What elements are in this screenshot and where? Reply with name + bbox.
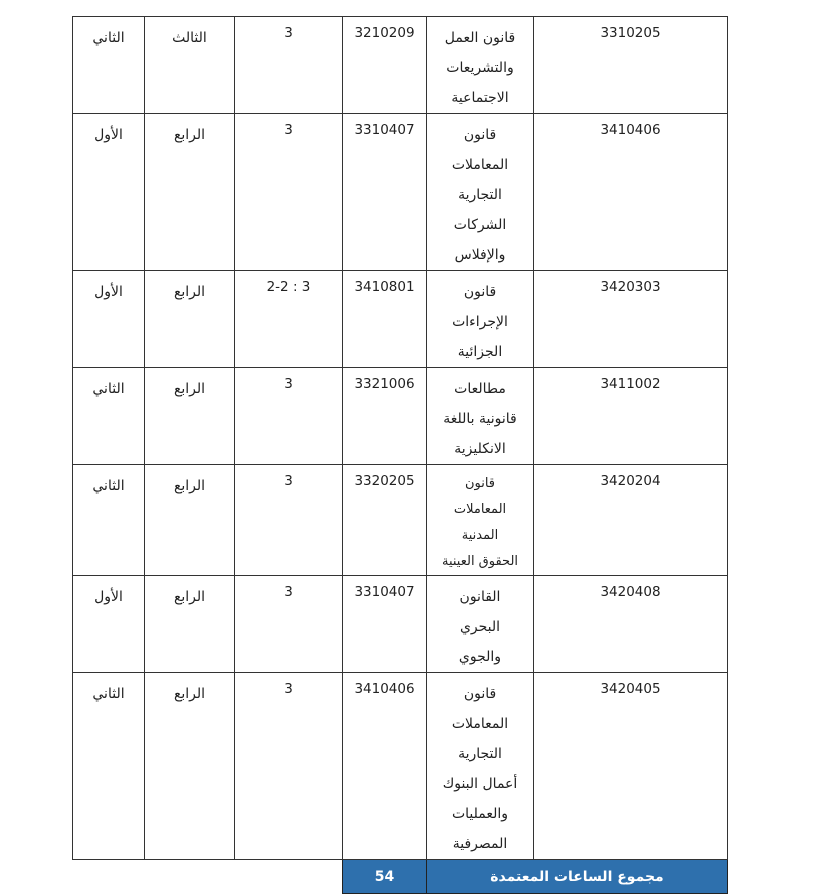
course-name-line: التجارية — [458, 746, 502, 762]
table-row: 3411002 مطالعات قانونية باللغة الانكليزية 33… — [72, 367, 728, 465]
cell-code: 3420405 — [533, 672, 728, 860]
cell-semester: الثاني — [72, 367, 145, 465]
cell-hours: 3 — [234, 367, 343, 465]
total-row: مجموع الساعات المعتمدة 54 — [73, 859, 728, 894]
course-name-line: قانونية باللغة — [443, 411, 517, 427]
cell-prereq: 3310407 — [342, 113, 427, 271]
cell-hours: 3 : 2-2 — [234, 270, 343, 368]
course-name-line: البحري — [459, 619, 501, 635]
cell-prereq: 3320205 — [342, 464, 427, 576]
course-name-line: قانون — [463, 127, 497, 143]
cell-name: القانون البحري والجوي — [426, 575, 534, 673]
cell-level: الرابع — [144, 575, 235, 673]
cell-hours: 3 — [234, 575, 343, 673]
cell-name: قانون الإجراءات الجزائية — [426, 270, 534, 368]
course-name-line: المصرفية — [452, 836, 508, 852]
course-name-line: الشركات — [453, 217, 507, 233]
cell-level: الرابع — [144, 113, 235, 271]
cell-level: الرابع — [144, 367, 235, 465]
course-name-line: قانون — [463, 284, 497, 300]
course-name-line: القانون — [459, 589, 501, 605]
cell-name: قانون المعاملات التجارية أعمال البنوك والعمل… — [426, 672, 534, 860]
cell-hours: 3 — [234, 464, 343, 576]
course-name-line: الحقوق العينية — [441, 554, 519, 569]
cell-code: 3420303 — [533, 270, 728, 368]
cell-name: مطالعات قانونية باللغة الانكليزية — [426, 367, 534, 465]
course-name-line: والإفلاس — [454, 247, 506, 263]
table-row: 3420303 قانون الإجراءات الجزائية 3410801 3 : … — [72, 270, 728, 368]
cell-prereq: 3410801 — [342, 270, 427, 368]
cell-name: قانون المعاملات التجارية الشركات والإفلاس — [426, 113, 534, 271]
cell-level: الرابع — [144, 270, 235, 368]
courses-table: 3310205 قانون العمل والتشريعات الاجتماعية 32… — [72, 16, 728, 894]
course-name-line: المعاملات — [453, 502, 507, 517]
cell-prereq: 3321006 — [342, 367, 427, 465]
cell-semester: الأول — [72, 575, 145, 673]
total-hours: 54 — [342, 859, 427, 894]
course-name-line: الاجتماعية — [451, 90, 509, 106]
course-name-line: أعمال البنوك — [442, 776, 518, 792]
course-name-line: المدنية — [461, 528, 499, 543]
course-name-line: والجوي — [458, 649, 502, 665]
cell-semester: الثاني — [72, 464, 145, 576]
blank-cell — [144, 859, 343, 894]
cell-level: الرابع — [144, 464, 235, 576]
cell-hours: 3 — [234, 672, 343, 860]
cell-name: قانون العمل والتشريعات الاجتماعية — [426, 16, 534, 114]
course-name-line: قانون العمل — [444, 30, 516, 46]
cell-code: 3410406 — [533, 113, 728, 271]
cell-code: 3420204 — [533, 464, 728, 576]
cell-semester: الثاني — [72, 672, 145, 860]
course-name-line: المعاملات — [451, 716, 509, 732]
course-name-line: الإجراءات — [452, 314, 508, 330]
cell-code: 3310205 — [533, 16, 728, 114]
cell-semester: الأول — [72, 113, 145, 271]
table-row: 3420408 القانون البحري والجوي 3310407 3 الرابع… — [72, 575, 728, 673]
course-name-line: التجارية — [458, 187, 502, 203]
table-row: 3420405 قانون المعاملات التجارية أعمال البنو… — [72, 672, 728, 860]
course-name-line: قانون — [464, 476, 496, 491]
cell-prereq: 3310407 — [342, 575, 427, 673]
cell-hours: 3 — [234, 113, 343, 271]
course-name-line: المعاملات — [451, 157, 509, 173]
cell-semester: الثاني — [72, 16, 145, 114]
cell-hours: 3 — [234, 16, 343, 114]
course-name-line: الجزائية — [457, 344, 503, 360]
cell-name: قانون المعاملات المدنية الحقوق العينية — [426, 464, 534, 576]
cell-level: الرابع — [144, 672, 235, 860]
cell-semester: الأول — [72, 270, 145, 368]
cell-prereq: 3210209 — [342, 16, 427, 114]
cell-code: 3411002 — [533, 367, 728, 465]
cell-prereq: 3410406 — [342, 672, 427, 860]
cell-code: 3420408 — [533, 575, 728, 673]
total-label: مجموع الساعات المعتمدة — [426, 859, 728, 894]
table-row: 3420204 قانون المعاملات المدنية الحقوق العين… — [72, 464, 728, 576]
course-name-line: الانكليزية — [454, 441, 506, 457]
course-name-line: والعمليات — [451, 806, 509, 822]
table-row: 3410406 قانون المعاملات التجارية الشركات والإ… — [72, 113, 728, 271]
course-name-line: مطالعات — [454, 381, 506, 397]
cell-level: الثالث — [144, 16, 235, 114]
course-name-line: قانون — [463, 686, 497, 702]
table-row: 3310205 قانون العمل والتشريعات الاجتماعية 32… — [72, 16, 728, 114]
course-name-line: والتشريعات — [446, 60, 514, 76]
